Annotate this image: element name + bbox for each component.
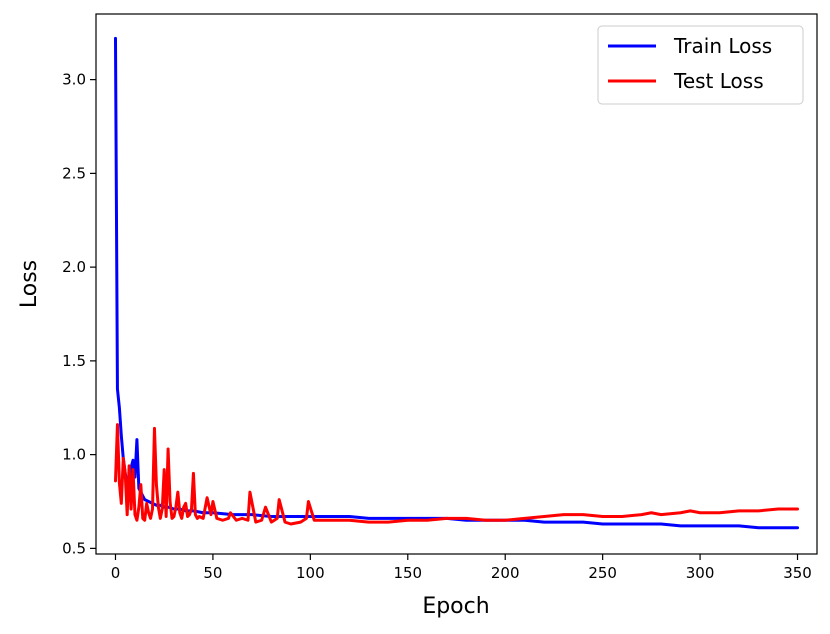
legend-label-train: Train Loss xyxy=(673,34,772,58)
x-tick-label: 300 xyxy=(686,564,715,582)
legend-label-test: Test Loss xyxy=(673,69,764,93)
y-tick-label: 0.5 xyxy=(62,539,86,557)
y-tick-label: 2.5 xyxy=(62,164,86,182)
y-tick-label: 1.5 xyxy=(62,352,86,370)
y-tick-label: 2.0 xyxy=(62,258,86,276)
y-axis-title: Loss xyxy=(17,260,42,308)
series-layer xyxy=(113,36,800,530)
x-axis: 0 50 100 150 200 250 300 350 xyxy=(111,554,812,582)
legend: Train Loss Test Loss xyxy=(597,25,804,105)
series-line-test-loss xyxy=(113,423,800,526)
x-tick-label: 350 xyxy=(783,564,812,582)
x-tick-label: 200 xyxy=(491,564,520,582)
x-tick-label: 150 xyxy=(393,564,422,582)
y-axis: 0.5 1.0 1.5 2.0 2.5 3.0 xyxy=(62,71,96,557)
x-axis-title: Epoch xyxy=(422,594,489,619)
y-tick-label: 3.0 xyxy=(62,71,86,89)
x-tick-label: 250 xyxy=(588,564,617,582)
y-tick-label: 1.0 xyxy=(62,446,86,464)
x-tick-label: 0 xyxy=(111,564,121,582)
plot-frame xyxy=(95,13,818,555)
x-tick-label: 100 xyxy=(296,564,325,582)
x-tick-label: 50 xyxy=(203,564,222,582)
